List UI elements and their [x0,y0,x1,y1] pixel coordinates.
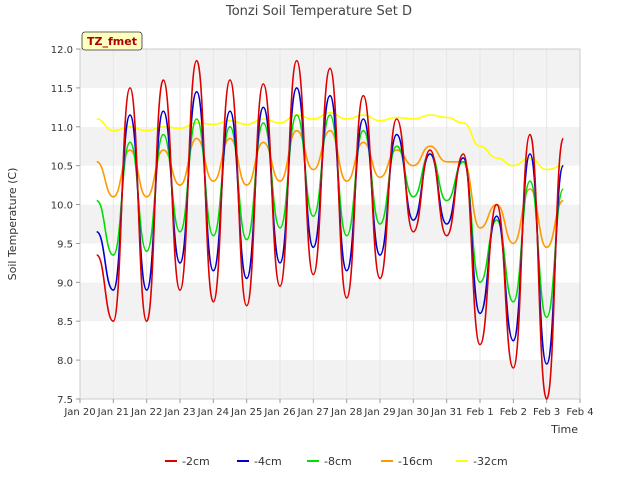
y-axis-ticks: 7.5 8.0 8.5 9.0 9.5 10.0 10.5 11.0 11.5 12.0 [51,45,80,406]
grid-bands [80,49,580,399]
x-tick-label: Jan 22 [130,407,162,418]
x-axis-ticks: Jan 20 Jan 21 Jan 22 Jan 23 Jan 24 Jan 25 Jan … [63,399,594,418]
series-lines [95,59,565,400]
x-axis-label: Time [550,423,578,436]
plot-frame [79,48,581,400]
legend-label-minus-8cm: -8cm [324,455,352,468]
x-tick-label: Jan 27 [297,407,329,418]
y-tick-label: 9.5 [57,239,73,250]
y-tick-label: 11.0 [51,123,73,134]
y-axis-label: Soil Temperature (C) [6,168,19,281]
grid-band [80,321,580,361]
x-tick-label: Jan 20 [63,407,95,418]
x-tick-label: Feb 2 [500,407,527,418]
y-tick-label: 10.5 [51,162,73,173]
annotation-label: TZ_fmet [87,35,137,48]
series-line-minus-2cm [95,59,565,400]
x-tick-label: Feb 4 [566,407,593,418]
y-tick-label: 9.0 [57,278,73,289]
annotation-box: TZ_fmet [81,31,143,51]
chart-title: Tonzi Soil Temperature Set D [225,4,412,19]
legend-label-minus-32cm: -32cm [473,455,508,468]
grid-band [80,126,580,166]
x-tick-label: Feb 1 [466,407,493,418]
y-tick-label: 7.5 [57,395,73,406]
grid-band [80,165,580,205]
x-tick-label: Jan 28 [330,407,362,418]
grid-band [80,243,580,283]
x-tick-label: Jan 26 [263,407,295,418]
x-tick-label: Jan 31 [430,407,462,418]
y-tick-label: 12.0 [51,45,73,56]
x-tick-label: Jan 25 [230,407,262,418]
grid-band [80,360,580,399]
y-tick-label: 10.0 [51,201,73,212]
y-tick-label: 8.5 [57,317,73,328]
x-tick-label: Jan 21 [97,407,129,418]
grid-band [80,87,580,127]
series-line-minus-16cm [96,129,564,249]
x-tick-label: Jan 29 [363,407,395,418]
grid-band [80,204,580,244]
grid-band [80,282,580,322]
series-line-minus-32cm [96,111,564,171]
x-tick-label: Feb 3 [533,407,560,418]
legend-label-minus-4cm: -4cm [254,455,282,468]
y-tick-label: 8.0 [57,356,73,367]
legend: -2cm -4cm -8cm -16cm -32cm [165,455,508,468]
x-tick-label: Jan 23 [163,407,195,418]
legend-label-minus-16cm: -16cm [398,455,433,468]
x-tick-label: Jan 24 [197,407,229,418]
annotation-background [81,31,143,51]
legend-label-minus-2cm: -2cm [182,455,210,468]
y-tick-label: 11.5 [51,84,73,95]
x-tick-label: Jan 30 [397,407,429,418]
